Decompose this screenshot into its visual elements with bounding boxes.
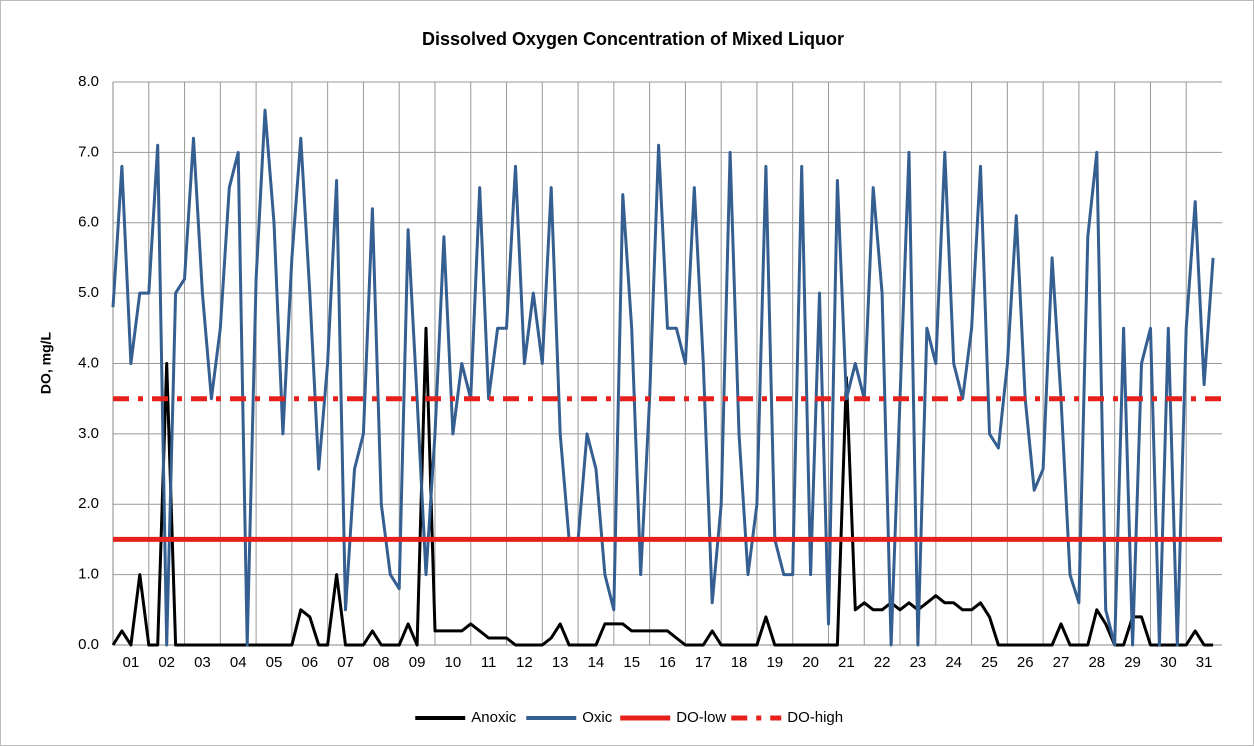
x-tick-label: 13 bbox=[552, 654, 569, 671]
x-tick-label: 25 bbox=[981, 654, 998, 671]
x-tick-label: 22 bbox=[874, 654, 891, 671]
x-tick-label: 02 bbox=[158, 654, 175, 671]
y-tick-label: 3.0 bbox=[78, 425, 99, 442]
y-tick-label: 8.0 bbox=[78, 73, 99, 90]
x-tick-label: 19 bbox=[766, 654, 783, 671]
x-tick-label: 20 bbox=[802, 654, 819, 671]
y-tick-label: 1.0 bbox=[78, 566, 99, 583]
series-line bbox=[111, 326, 1214, 647]
chart-title: Dissolved Oxygen Concentration of Mixed … bbox=[422, 29, 844, 49]
y-tick-label: 4.0 bbox=[78, 354, 99, 371]
x-tick-label: 26 bbox=[1017, 654, 1034, 671]
x-tick-label: 11 bbox=[481, 654, 497, 671]
x-tick-label: 27 bbox=[1053, 654, 1070, 671]
x-tick-label: 29 bbox=[1124, 654, 1141, 671]
x-tick-label: 08 bbox=[373, 654, 390, 671]
legend-label: Anoxic bbox=[471, 709, 517, 726]
x-tick-label: 31 bbox=[1196, 654, 1213, 671]
y-tick-label: 0.0 bbox=[78, 636, 99, 653]
legend-label: DO-low bbox=[676, 709, 726, 726]
x-tick-label: 24 bbox=[945, 654, 962, 671]
x-tick-label: 16 bbox=[659, 654, 676, 671]
x-tick-label: 15 bbox=[623, 654, 640, 671]
x-tick-label: 04 bbox=[230, 654, 247, 671]
y-tick-label: 5.0 bbox=[78, 284, 99, 301]
x-tick-label: 21 bbox=[838, 654, 855, 671]
y-tick-label: 6.0 bbox=[78, 214, 99, 231]
legend-label: DO-high bbox=[787, 709, 843, 726]
x-tick-label: 28 bbox=[1088, 654, 1105, 671]
x-tick-label: 23 bbox=[910, 654, 927, 671]
x-tick-label: 09 bbox=[409, 654, 426, 671]
x-tick-label: 17 bbox=[695, 654, 712, 671]
x-tick-label: 14 bbox=[588, 654, 605, 671]
x-tick-label: 30 bbox=[1160, 654, 1177, 671]
legend-label: Oxic bbox=[582, 709, 613, 726]
x-tick-label: 18 bbox=[731, 654, 748, 671]
x-tick-label: 03 bbox=[194, 654, 211, 671]
x-tick-label: 01 bbox=[123, 654, 140, 671]
y-axis-label: DO, mg/L bbox=[38, 331, 54, 394]
x-tick-label: 07 bbox=[337, 654, 354, 671]
x-tick-label: 10 bbox=[445, 654, 462, 671]
series-line bbox=[111, 108, 1215, 647]
x-tick-label: 12 bbox=[516, 654, 533, 671]
y-tick-label: 2.0 bbox=[78, 495, 99, 512]
x-tick-label: 06 bbox=[301, 654, 318, 671]
y-tick-label: 7.0 bbox=[78, 143, 99, 160]
x-tick-label: 05 bbox=[266, 654, 283, 671]
